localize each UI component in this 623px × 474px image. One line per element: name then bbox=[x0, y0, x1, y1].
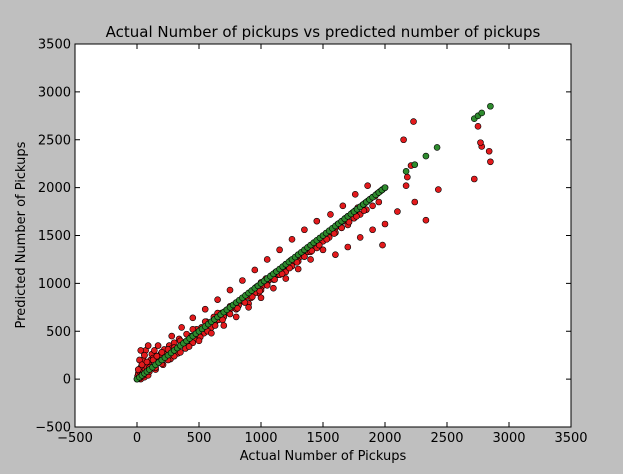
series-0-point bbox=[189, 314, 197, 322]
series-0-point bbox=[422, 216, 430, 224]
series-0-point bbox=[143, 358, 151, 366]
series-0-point bbox=[487, 158, 494, 166]
series-0-point bbox=[344, 243, 352, 251]
series-0-point bbox=[154, 342, 162, 349]
y-tick-label: 1000 bbox=[38, 277, 71, 292]
ticks-layer bbox=[74, 43, 572, 428]
series-0-point bbox=[435, 186, 442, 193]
points-layer bbox=[133, 102, 494, 383]
series-0-point bbox=[327, 211, 334, 218]
tick-labels-layer: −500 0 500 1000 1500 2000 2500 3000 3500 −500 0 500… bbox=[35, 38, 587, 447]
series-0-point bbox=[375, 198, 383, 206]
series-0-point bbox=[369, 226, 376, 234]
series-0-point bbox=[251, 266, 259, 274]
y-tick-label: 3000 bbox=[38, 85, 71, 100]
y-tick-label: 2000 bbox=[38, 181, 71, 196]
x-tick-label: 2500 bbox=[430, 431, 463, 446]
series-0-point bbox=[226, 286, 234, 294]
x-tick-label: 0 bbox=[133, 431, 141, 446]
series-0-point bbox=[474, 123, 482, 130]
series-0-point bbox=[470, 175, 478, 183]
series-0-point bbox=[245, 304, 252, 311]
series-0-point bbox=[270, 284, 277, 292]
series-0-point bbox=[178, 324, 185, 331]
series-0-point bbox=[232, 313, 240, 321]
series-0-point bbox=[410, 118, 417, 125]
series-0-point bbox=[138, 361, 146, 369]
x-tick-label: 3000 bbox=[492, 431, 525, 446]
y-axis-label: Predicted Number of Pickups bbox=[14, 141, 29, 328]
series-0-point bbox=[356, 234, 364, 241]
series-0-point bbox=[195, 337, 203, 345]
series-0-point bbox=[369, 202, 376, 210]
series-0-point bbox=[307, 256, 314, 263]
series-0-point bbox=[319, 246, 327, 254]
series-0-point bbox=[168, 332, 176, 340]
series-1-point bbox=[433, 144, 441, 151]
series-1-point bbox=[381, 184, 389, 191]
series-0-point bbox=[351, 191, 359, 198]
series-0-point bbox=[288, 236, 296, 243]
series-0-point bbox=[313, 217, 321, 225]
series-1-point bbox=[487, 102, 494, 110]
series-0-point bbox=[402, 182, 410, 190]
y-tick-label: 3500 bbox=[38, 38, 71, 53]
series-0-point bbox=[220, 322, 228, 329]
x-tick-label: −500 bbox=[57, 431, 93, 446]
series-0-point bbox=[214, 296, 221, 303]
series-0-point bbox=[134, 366, 142, 373]
series-0-point bbox=[400, 136, 407, 144]
series-0-point bbox=[263, 256, 271, 263]
series-0-point bbox=[239, 277, 246, 284]
series-0-point bbox=[151, 347, 158, 354]
series-0-point bbox=[477, 139, 484, 146]
series-0-point bbox=[301, 226, 308, 234]
series-0-point bbox=[158, 349, 166, 356]
series-0-point bbox=[411, 198, 419, 206]
series-0-point bbox=[137, 347, 145, 354]
series-0-point bbox=[276, 246, 283, 254]
series-0-point bbox=[201, 305, 209, 313]
y-tick-label: 2500 bbox=[38, 133, 71, 148]
y-tick-label: 0 bbox=[63, 373, 71, 388]
y-tick-label: 500 bbox=[46, 325, 71, 340]
series-1-point bbox=[411, 161, 419, 168]
x-tick-label: 500 bbox=[187, 431, 212, 446]
series-1-point bbox=[422, 152, 430, 160]
series-0-point bbox=[485, 147, 493, 155]
series-0-point bbox=[144, 342, 152, 349]
series-0-point bbox=[141, 351, 148, 359]
series-0-point bbox=[394, 208, 401, 215]
series-0-point bbox=[208, 329, 215, 337]
x-tick-label: 2000 bbox=[368, 431, 401, 446]
series-1-point bbox=[478, 109, 486, 117]
series-0-point bbox=[404, 173, 411, 181]
x-tick-label: 1000 bbox=[244, 431, 277, 446]
series-0-point bbox=[381, 220, 389, 228]
series-0-point bbox=[332, 251, 339, 258]
x-axis-label: Actual Number of Pickups bbox=[240, 449, 407, 464]
series-0-point bbox=[185, 343, 193, 350]
x-tick-label: 1500 bbox=[306, 431, 339, 446]
series-0-point bbox=[339, 202, 347, 210]
series-1-point bbox=[402, 168, 410, 175]
series-0-point bbox=[257, 294, 265, 302]
series-0-point bbox=[153, 352, 161, 360]
series-0-point bbox=[282, 275, 290, 282]
series-0-point bbox=[364, 182, 371, 190]
chart-title: Actual Number of pickups vs predicted nu… bbox=[106, 23, 541, 41]
series-0-point bbox=[294, 265, 302, 273]
y-tick-label: −500 bbox=[35, 421, 71, 436]
x-tick-label: 3500 bbox=[554, 431, 587, 446]
series-0-point bbox=[379, 241, 386, 249]
y-tick-label: 1500 bbox=[38, 229, 71, 244]
